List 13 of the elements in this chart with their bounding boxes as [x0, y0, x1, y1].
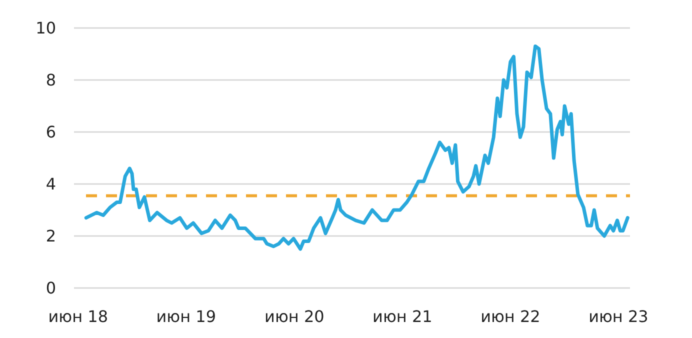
- x-tick-label: июн 21: [372, 307, 432, 326]
- x-tick-label: июн 20: [264, 307, 324, 326]
- x-tick-label: июн 18: [48, 307, 108, 326]
- y-tick-label: 4: [46, 174, 56, 194]
- y-tick-label: 8: [46, 70, 56, 90]
- x-tick-label: июн 23: [588, 307, 648, 326]
- y-tick-label: 10: [36, 18, 56, 38]
- x-tick-label: июн 22: [480, 307, 540, 326]
- line-series: [84, 44, 630, 251]
- y-tick-label: 2: [46, 226, 56, 246]
- y-tick-label: 0: [46, 278, 56, 298]
- x-tick-label: июн 19: [156, 307, 216, 326]
- y-tick-label: 6: [46, 122, 56, 142]
